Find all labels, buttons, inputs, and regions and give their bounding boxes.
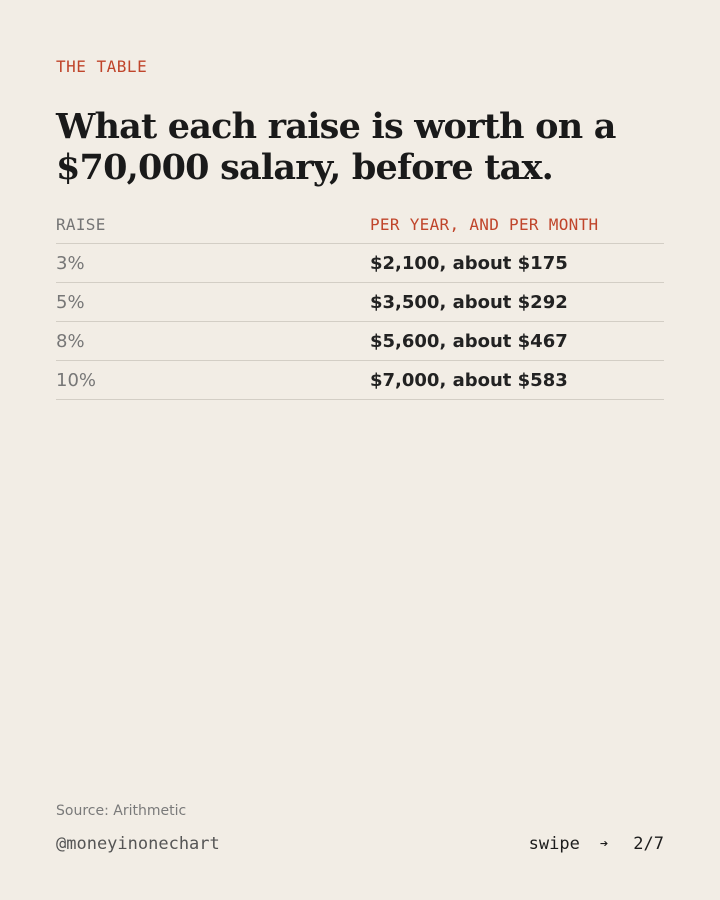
table-row: 5% $3,500, about $292 xyxy=(56,283,664,322)
table-row: 3% $2,100, about $175 xyxy=(56,244,664,283)
value-cell: $2,100, about $175 xyxy=(370,252,568,274)
raise-cell: 10% xyxy=(56,369,97,391)
header-raise: RAISE xyxy=(56,215,106,234)
raise-cell: 5% xyxy=(56,291,85,313)
swipe-label: swipe xyxy=(528,834,580,854)
table-row: 8% $5,600, about $467 xyxy=(56,322,664,361)
table-row: 10% $7,000, about $583 xyxy=(56,361,664,400)
arrow-right-icon: ➔ xyxy=(599,836,609,852)
value-cell: $5,600, about $467 xyxy=(370,330,568,352)
value-cell: $7,000, about $583 xyxy=(370,369,568,391)
table-header: RAISE PER YEAR, AND PER MONTH xyxy=(56,206,664,244)
value-cell: $3,500, about $292 xyxy=(370,291,568,313)
headline: What each raise is worth on a $70,000 sa… xyxy=(56,106,616,188)
raise-table: RAISE PER YEAR, AND PER MONTH 3% $2,100,… xyxy=(56,206,664,400)
eyebrow-label: THE TABLE xyxy=(56,57,148,76)
pager[interactable]: swipe ➔ 2/7 xyxy=(529,834,664,854)
source-note: Source: Arithmetic xyxy=(56,803,187,819)
header-value: PER YEAR, AND PER MONTH xyxy=(370,215,599,234)
account-handle: @moneyinonechart xyxy=(56,834,220,854)
raise-cell: 3% xyxy=(56,252,85,274)
raise-cell: 8% xyxy=(56,330,85,352)
page-indicator: 2/7 xyxy=(633,834,664,854)
